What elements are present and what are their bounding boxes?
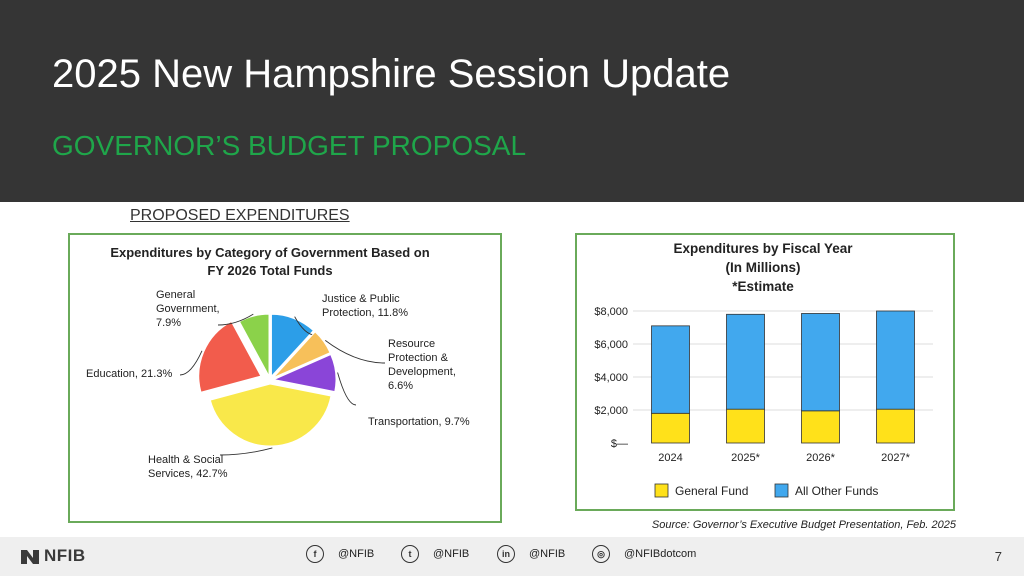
slice-label: Education, 21.3% [86, 368, 172, 380]
slice-label: Development, [388, 366, 456, 378]
slice-label: 7.9% [156, 317, 181, 329]
bar-segment [876, 408, 915, 444]
slice-label: Protection & [388, 352, 449, 364]
legend-swatch [654, 483, 669, 498]
pie-slice [209, 383, 332, 447]
leader-line [179, 350, 203, 376]
slice-label: Resource [388, 338, 435, 350]
slice-label: Government, [156, 303, 220, 315]
pie-chart: Expenditures by Category of Government B… [86, 245, 470, 480]
nfib-logo: NFIB [20, 546, 86, 566]
social-facebook[interactable]: f @NFIB [306, 545, 374, 563]
legend-label: All Other Funds [795, 484, 878, 498]
twitter-icon: t [401, 545, 419, 563]
pie-slice [238, 313, 270, 377]
slide-header: 2025 New Hampshire Session Update GOVERN… [0, 0, 1024, 202]
x-tick-label: 2025* [731, 452, 760, 464]
x-tick-label: 2026* [806, 452, 835, 464]
linkedin-icon: in [497, 545, 515, 563]
slice-label: Transportation, 9.7% [368, 416, 470, 428]
leader-line [324, 340, 386, 364]
pie-slice [272, 353, 337, 393]
x-tick-label: 2024 [658, 452, 682, 464]
twitter-handle[interactable]: @NFIB [433, 548, 470, 560]
bar-segment [651, 412, 690, 444]
y-tick-label: $— [611, 438, 628, 450]
bar-chart: Expenditures by Fiscal Year (In Millions)… [594, 241, 933, 498]
slice-label: Justice & Public [322, 293, 400, 305]
leader-line [337, 372, 357, 406]
page-number: 7 [994, 549, 1002, 564]
slide-subtitle: GOVERNOR’S BUDGET PROPOSAL [52, 130, 527, 161]
social-linkedin[interactable]: in @NFIB [497, 545, 565, 563]
nfib-logo-icon [21, 550, 39, 564]
bar-segment [651, 325, 690, 414]
slice-label: Health & Social [148, 454, 223, 466]
social-instagram[interactable]: ◎ @NFIBdotcom [592, 545, 696, 563]
facebook-handle[interactable]: @NFIB [338, 548, 375, 560]
leader-line [219, 447, 273, 456]
section-label: PROPOSED EXPENDITURES [130, 207, 350, 224]
social-twitter[interactable]: t @NFIB [401, 545, 469, 563]
source-note: Source: Governor’s Executive Budget Pres… [651, 519, 956, 531]
footer: NFIB f @NFIB t @NFIB in @NFIB ◎ @NFIBdot… [0, 537, 1024, 576]
bar-title: *Estimate [732, 279, 794, 294]
bar-chart-panel: Expenditures by Fiscal Year (In Millions)… [575, 233, 955, 511]
nfib-logo-text: NFIB [44, 546, 86, 565]
slice-label: Services, 42.7% [148, 468, 228, 480]
bar-segment [876, 310, 915, 410]
pie-slice [270, 313, 315, 378]
y-tick-label: $8,000 [594, 306, 628, 318]
bar-segment [801, 410, 840, 444]
slice-label: 6.6% [388, 380, 413, 392]
bar-segment [801, 313, 840, 412]
y-tick-label: $2,000 [594, 405, 628, 417]
pie-title: Expenditures by Category of Government B… [110, 245, 429, 260]
legend-label: General Fund [675, 484, 748, 498]
pie-title: FY 2026 Total Funds [207, 263, 332, 278]
facebook-icon: f [306, 545, 324, 563]
instagram-handle[interactable]: @NFIBdotcom [624, 548, 697, 560]
instagram-icon: ◎ [592, 545, 610, 563]
bar-segment [726, 313, 765, 410]
bar-title: (In Millions) [726, 260, 801, 275]
slice-label: Protection, 11.8% [322, 307, 408, 319]
bar-title: Expenditures by Fiscal Year [673, 241, 853, 256]
slide-title: 2025 New Hampshire Session Update [52, 52, 731, 96]
slice-label: General [156, 289, 195, 301]
pie-slice [272, 331, 331, 379]
x-tick-label: 2027* [881, 452, 910, 464]
y-tick-label: $6,000 [594, 339, 628, 351]
y-tick-label: $4,000 [594, 372, 628, 384]
bar-segment [726, 408, 765, 444]
linkedin-handle[interactable]: @NFIB [529, 548, 566, 560]
legend-swatch [774, 483, 789, 498]
pie-chart-panel: Expenditures by Category of Government B… [68, 233, 502, 523]
leader-line [217, 313, 254, 326]
